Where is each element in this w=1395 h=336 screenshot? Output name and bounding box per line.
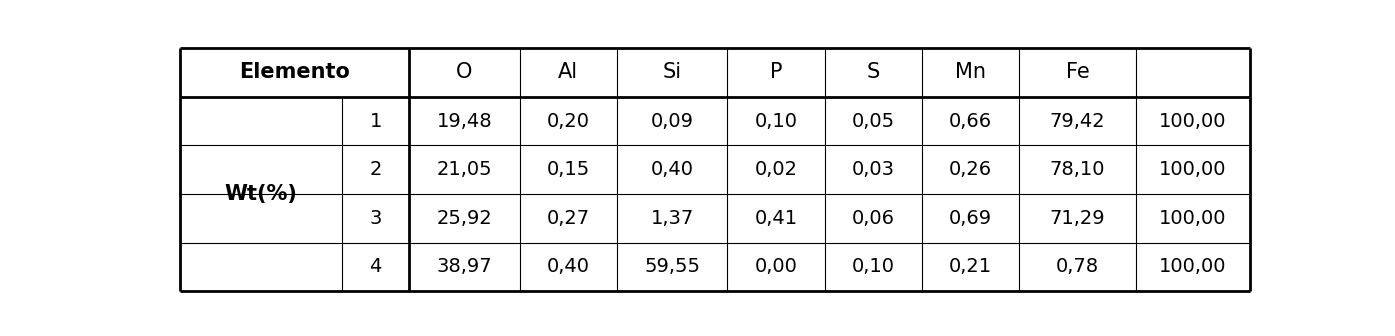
Text: Wt(%): Wt(%)	[225, 184, 297, 204]
Text: 0,40: 0,40	[547, 257, 590, 277]
Text: 0,78: 0,78	[1056, 257, 1099, 277]
Text: 0,15: 0,15	[547, 160, 590, 179]
Text: Fe: Fe	[1066, 62, 1089, 82]
Text: 38,97: 38,97	[437, 257, 492, 277]
Text: 3: 3	[370, 209, 382, 228]
Text: 1: 1	[370, 112, 382, 131]
Text: 21,05: 21,05	[437, 160, 492, 179]
Text: 1,37: 1,37	[650, 209, 693, 228]
Text: 79,42: 79,42	[1049, 112, 1105, 131]
Text: Al: Al	[558, 62, 579, 82]
Text: 0,00: 0,00	[755, 257, 798, 277]
Text: 0,41: 0,41	[755, 209, 798, 228]
Text: 0,05: 0,05	[852, 112, 894, 131]
Text: 0,10: 0,10	[755, 112, 798, 131]
Text: 0,06: 0,06	[852, 209, 894, 228]
Text: 71,29: 71,29	[1049, 209, 1105, 228]
Text: 0,27: 0,27	[547, 209, 590, 228]
Text: 100,00: 100,00	[1159, 209, 1226, 228]
Text: 0,21: 0,21	[949, 257, 992, 277]
Text: O: O	[456, 62, 473, 82]
Text: 0,09: 0,09	[650, 112, 693, 131]
Text: 100,00: 100,00	[1159, 257, 1226, 277]
Text: 0,20: 0,20	[547, 112, 590, 131]
Text: P: P	[770, 62, 783, 82]
Text: Mn: Mn	[956, 62, 986, 82]
Text: Si: Si	[663, 62, 682, 82]
Text: 0,40: 0,40	[650, 160, 693, 179]
Text: 0,02: 0,02	[755, 160, 798, 179]
Text: 0,69: 0,69	[949, 209, 992, 228]
Text: 0,66: 0,66	[949, 112, 992, 131]
Text: 2: 2	[370, 160, 382, 179]
Text: 0,26: 0,26	[949, 160, 992, 179]
Text: 78,10: 78,10	[1050, 160, 1105, 179]
Text: 0,03: 0,03	[852, 160, 894, 179]
Text: Elemento: Elemento	[239, 62, 350, 82]
Text: 100,00: 100,00	[1159, 112, 1226, 131]
Text: 4: 4	[370, 257, 382, 277]
Text: 100,00: 100,00	[1159, 160, 1226, 179]
Text: 19,48: 19,48	[437, 112, 492, 131]
Text: 25,92: 25,92	[437, 209, 492, 228]
Text: S: S	[866, 62, 880, 82]
Text: 0,10: 0,10	[852, 257, 894, 277]
Text: 59,55: 59,55	[644, 257, 700, 277]
